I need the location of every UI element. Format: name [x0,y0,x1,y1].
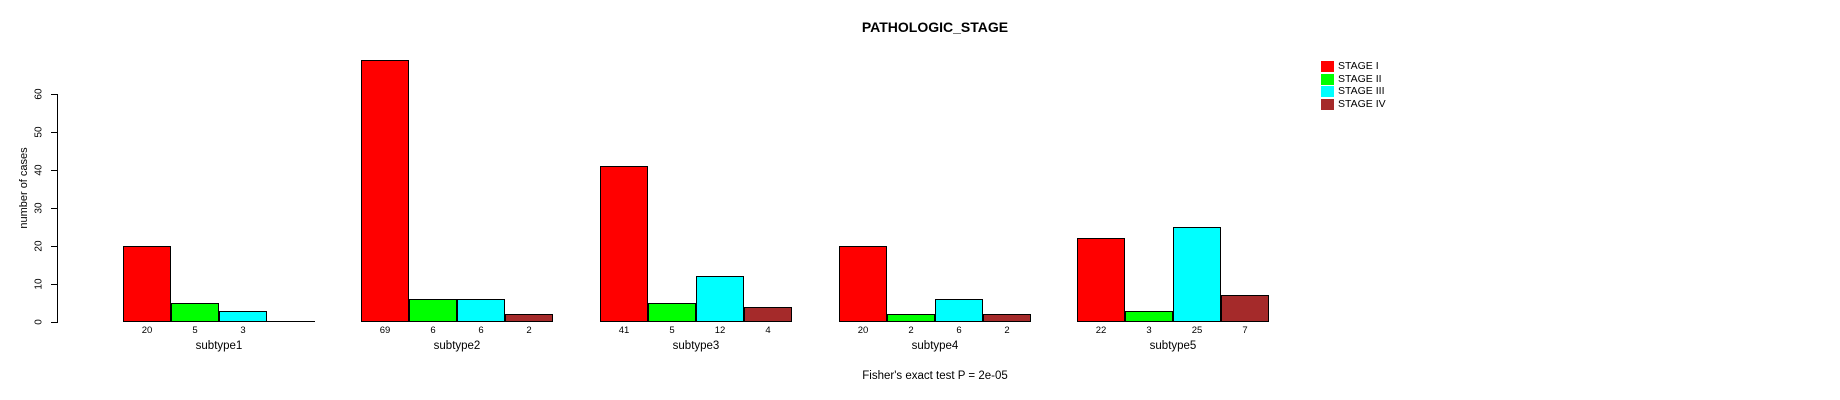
y-tick-mark-50 [51,132,58,133]
bar-subtype2-stage-i [361,60,409,322]
y-tick-label-10: 10 [33,278,45,290]
category-label-subtype1: subtype1 [195,340,243,352]
bar-value-subtype4-stage-ii: 2 [908,325,914,336]
y-tick-label-0: 0 [33,319,45,325]
bar-subtype4-stage-ii [887,314,935,322]
bar-subtype2-stage-ii [409,299,457,322]
bar-subtype1-stage-iii [219,311,267,322]
y-tick-label-40: 40 [33,164,45,176]
bar-value-subtype5-stage-i: 22 [1095,325,1107,336]
category-label-subtype2: subtype2 [433,340,481,352]
bar-value-subtype4-stage-i: 20 [857,325,869,336]
bar-value-subtype1-stage-i: 20 [141,325,153,336]
bar-value-subtype5-stage-iii: 25 [1191,325,1203,336]
y-tick-mark-60 [51,94,58,95]
bar-value-subtype1-stage-ii: 5 [192,325,198,336]
bar-value-subtype4-stage-iii: 6 [956,325,962,336]
bar-value-subtype2-stage-iii: 6 [478,325,484,336]
category-label-subtype3: subtype3 [672,340,720,352]
legend-label-stage-ii: STAGE II [1338,72,1382,85]
legend-item-stage-iii: STAGE III [1321,85,1386,98]
y-tick-label-60: 60 [33,88,45,100]
fisher-test-annotation: Fisher's exact test P = 2e-05 [862,370,1008,382]
bar-subtype4-stage-i [839,246,887,322]
legend-item-stage-ii: STAGE II [1321,72,1386,85]
bar-value-subtype3-stage-i: 41 [618,325,630,336]
legend-swatch-stage-iii [1321,86,1334,98]
bar-subtype5-stage-i [1077,238,1125,322]
bar-value-subtype5-stage-ii: 3 [1146,325,1152,336]
legend-item-stage-iv: STAGE IV [1321,97,1386,110]
legend-item-stage-i: STAGE I [1321,61,1386,72]
legend-label-stage-i: STAGE I [1338,60,1379,72]
bar-subtype3-stage-iii [696,276,744,322]
legend-swatch-stage-iv [1321,98,1334,110]
chart-title: PATHOLOGIC_STAGE [861,19,1009,35]
y-tick-label-20: 20 [33,240,45,252]
bar-subtype1-stage-iv [267,321,315,322]
bar-value-subtype3-stage-iv: 4 [765,325,771,336]
bar-subtype3-stage-i [600,166,648,322]
y-tick-mark-20 [51,246,58,247]
bar-value-subtype2-stage-iv: 2 [526,325,532,336]
legend-label-stage-iv: STAGE IV [1338,97,1386,110]
y-tick-label-50: 50 [33,126,45,138]
bar-subtype4-stage-iv [983,314,1031,322]
bar-value-subtype1-stage-iii: 3 [240,325,246,336]
bar-subtype2-stage-iii [457,299,505,322]
bar-value-subtype4-stage-iv: 2 [1004,325,1010,336]
bar-value-subtype2-stage-ii: 6 [430,325,436,336]
bar-subtype1-stage-ii [171,303,219,322]
bar-subtype1-stage-i [123,246,171,322]
bar-subtype2-stage-iv [505,314,553,322]
y-tick-label-30: 30 [33,202,45,214]
y-tick-mark-10 [51,284,58,285]
bar-subtype5-stage-iv [1221,295,1269,322]
legend-swatch-stage-ii [1321,73,1334,85]
bar-value-subtype3-stage-ii: 5 [669,325,675,336]
y-tick-mark-0 [51,322,58,323]
legend: STAGE I STAGE II STAGE III STAGE IV [1321,61,1386,110]
bar-subtype3-stage-ii [648,303,696,322]
y-axis-label: number of cases [18,147,30,229]
category-label-subtype4: subtype4 [911,340,959,352]
bar-subtype5-stage-ii [1125,311,1173,322]
legend-label-stage-iii: STAGE III [1338,85,1385,98]
bar-value-subtype3-stage-iii: 12 [714,325,726,336]
bar-subtype4-stage-iii [935,299,983,322]
category-label-subtype5: subtype5 [1149,340,1197,352]
bar-subtype3-stage-iv [744,307,792,322]
y-tick-mark-40 [51,170,58,171]
bar-subtype5-stage-iii [1173,227,1221,322]
y-tick-mark-30 [51,208,58,209]
bar-value-subtype2-stage-i: 69 [379,325,391,336]
legend-swatch-stage-i [1321,61,1334,72]
bar-value-subtype5-stage-iv: 7 [1242,325,1248,336]
